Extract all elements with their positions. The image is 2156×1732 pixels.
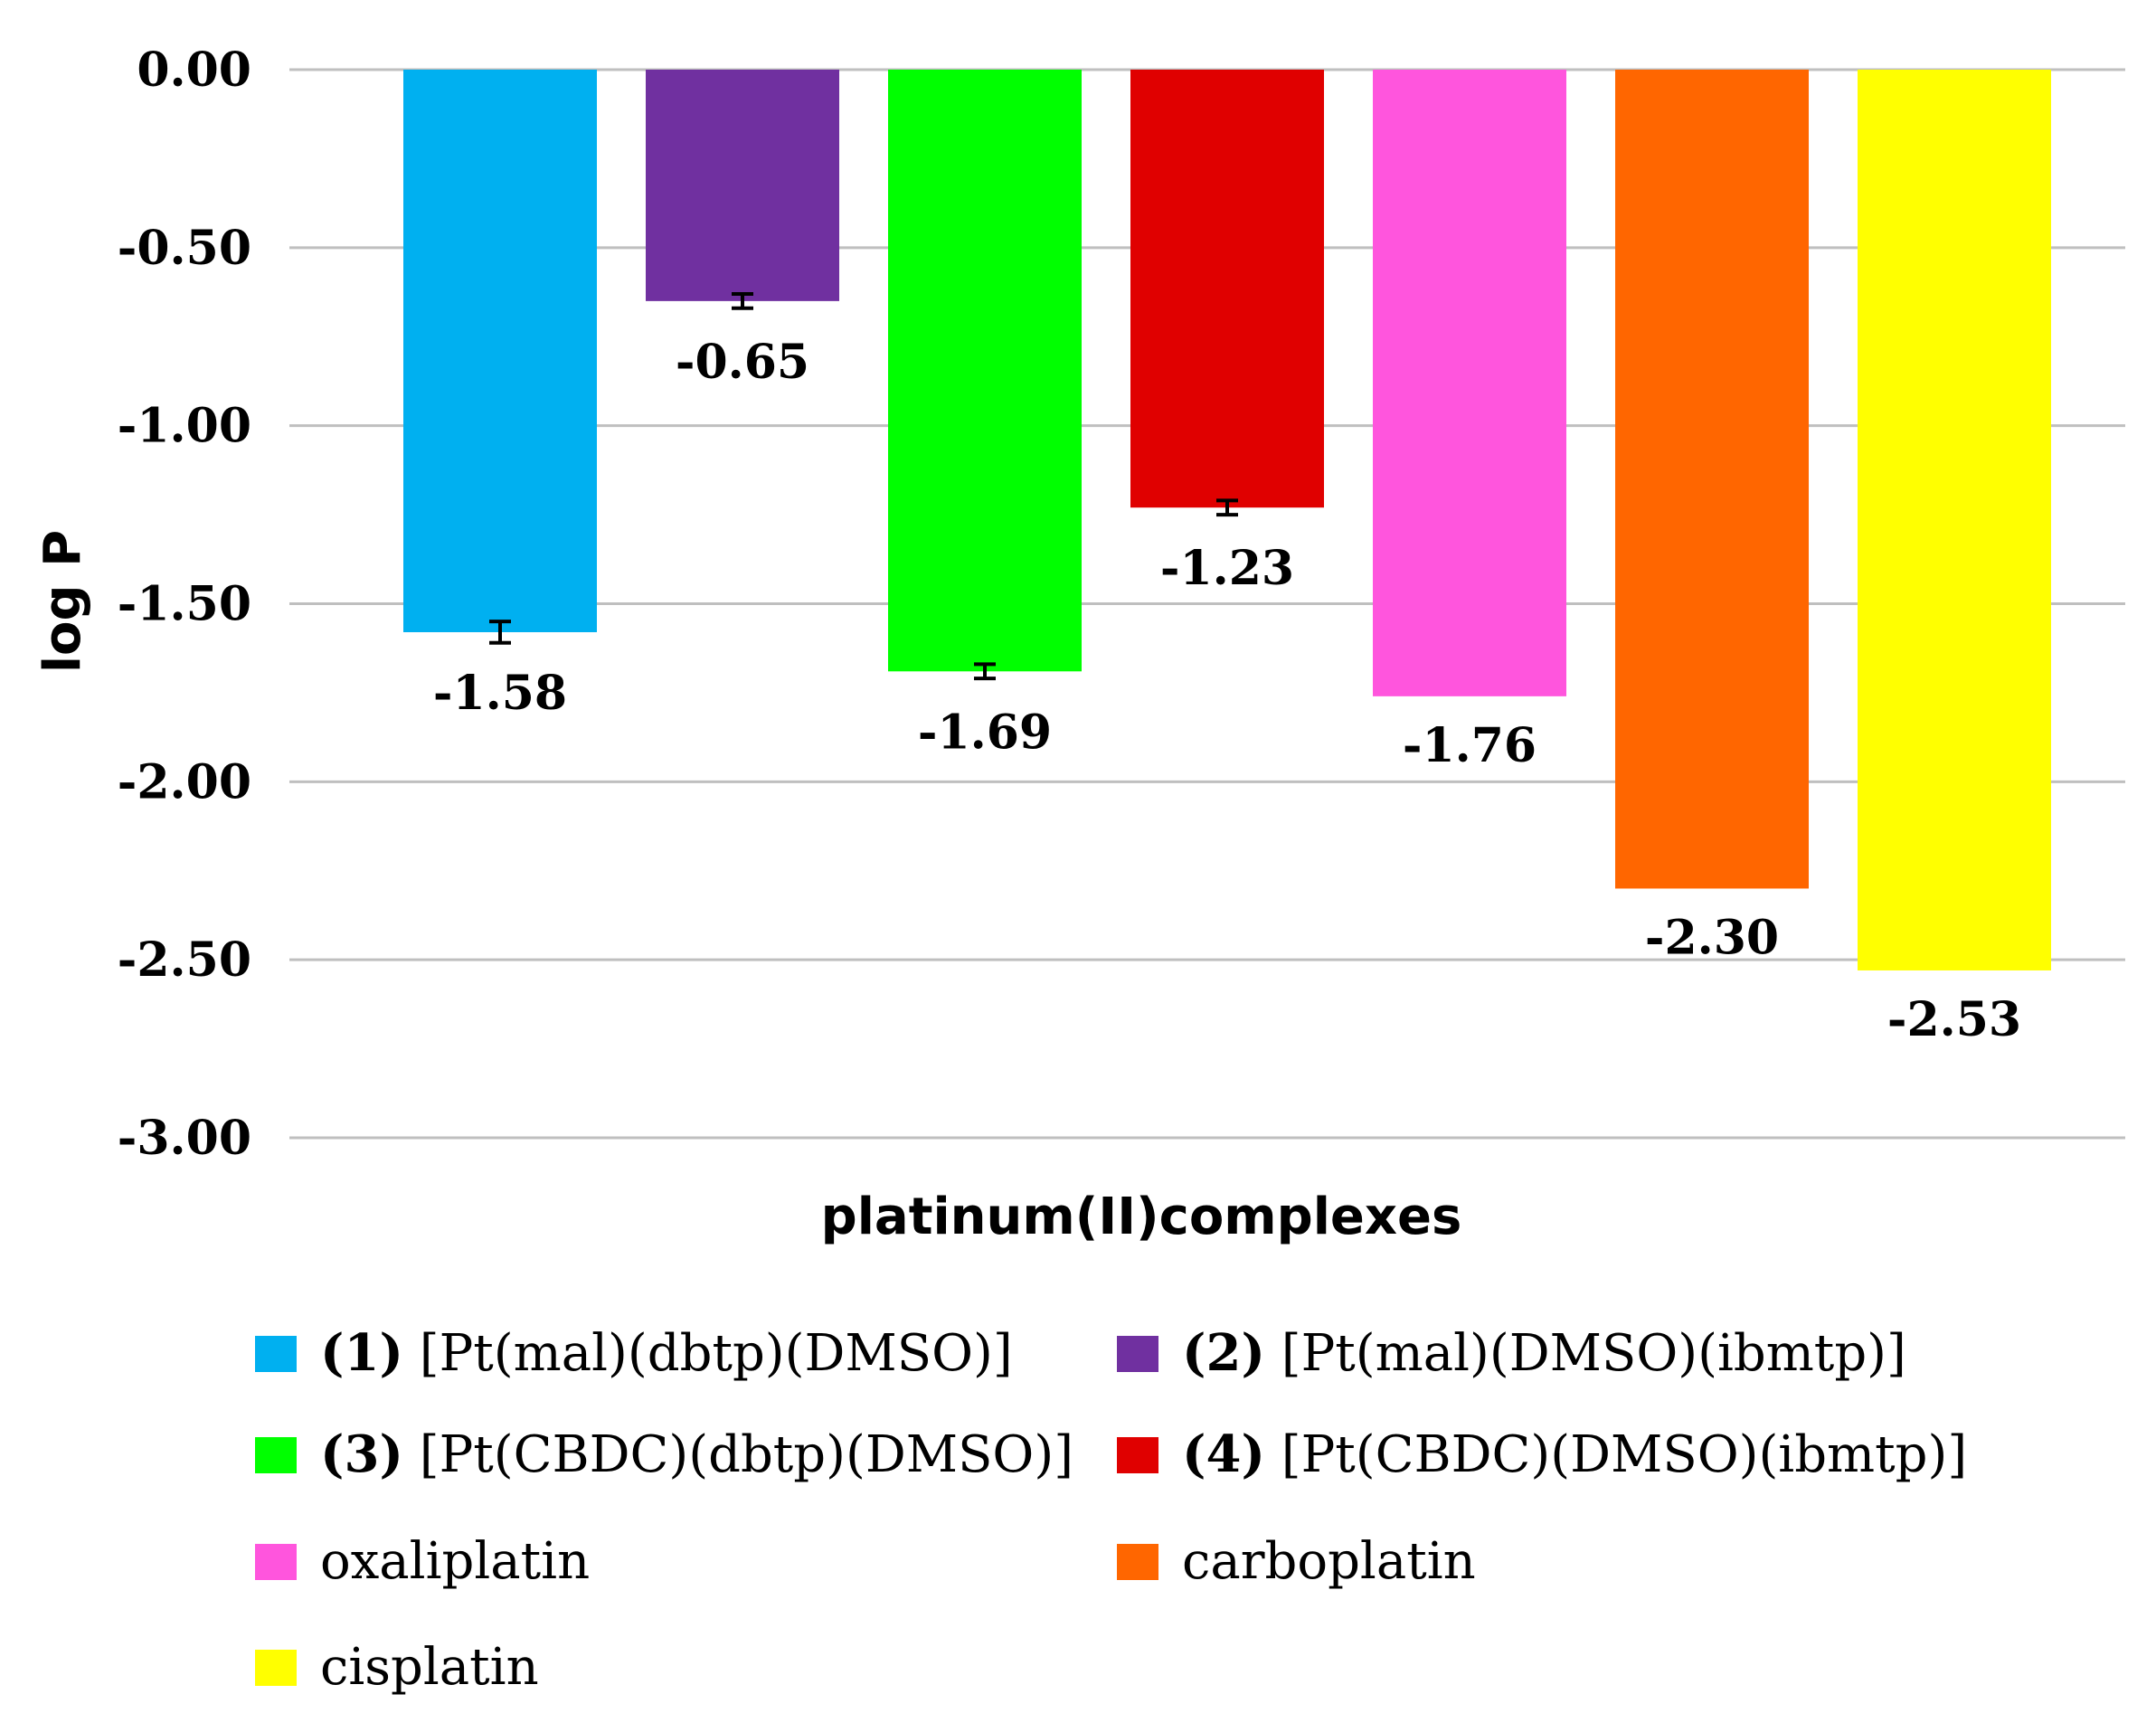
bar	[646, 70, 839, 301]
legend-label: (1) [Pt(mal)(dbtp)(DMSO)]	[320, 1323, 1013, 1383]
legend-item: oxaliplatin	[255, 1532, 590, 1591]
legend-label: (3) [Pt(CBDC)(dbtp)(DMSO)]	[320, 1424, 1073, 1484]
y-tick-label: -2.00	[118, 754, 251, 809]
data-label: -1.76	[1403, 718, 1537, 773]
error-bar	[1216, 498, 1238, 517]
legend-text: cisplatin	[320, 1638, 539, 1697]
legend-item: (1) [Pt(mal)(dbtp)(DMSO)]	[255, 1323, 1013, 1383]
y-tick-label: -1.00	[118, 399, 251, 454]
legend-text: [Pt(mal)(dbtp)(DMSO)]	[403, 1324, 1013, 1383]
y-axis-ticks: 0.00 -0.50 -1.00 -1.50 -2.00 -2.50 -3.00	[118, 43, 251, 1166]
data-label: -0.65	[676, 335, 809, 390]
legend-number: (1)	[320, 1323, 403, 1383]
bar	[403, 70, 597, 632]
legend-swatch	[1117, 1437, 1158, 1473]
data-label: -1.69	[918, 705, 1052, 760]
legend: (1) [Pt(mal)(dbtp)(DMSO)] (2) [Pt(mal)(DM…	[255, 1323, 1967, 1697]
legend-item: (4) [Pt(CBDC)(DMSO)(ibmtp)]	[1117, 1424, 1967, 1484]
data-label: -1.58	[433, 666, 567, 721]
legend-item: carboplatin	[1117, 1532, 1476, 1591]
legend-swatch	[255, 1336, 297, 1372]
y-axis-title: log P	[33, 530, 92, 673]
legend-swatch	[1117, 1544, 1158, 1580]
legend-text: oxaliplatin	[320, 1532, 590, 1591]
legend-swatch	[1117, 1336, 1158, 1372]
bars	[403, 70, 2051, 970]
data-label: -2.53	[1887, 992, 2021, 1047]
legend-swatch	[255, 1437, 297, 1473]
legend-number: (4)	[1182, 1424, 1265, 1484]
legend-number: (3)	[320, 1424, 403, 1484]
legend-text: [Pt(CBDC)(DMSO)(ibmtp)]	[1265, 1425, 1967, 1484]
data-label: -1.23	[1160, 541, 1294, 596]
data-labels: -1.58 -0.65 -1.69 -1.23 -1.76 -2.30 -2.53	[433, 335, 2021, 1047]
legend-text: carboplatin	[1182, 1532, 1476, 1591]
legend-number: (2)	[1182, 1323, 1265, 1383]
data-label: -2.30	[1645, 910, 1779, 965]
y-tick-label: -2.50	[118, 932, 251, 988]
y-tick-label: -1.50	[118, 577, 251, 632]
y-tick-label: -0.50	[118, 221, 251, 276]
bar	[1615, 70, 1809, 889]
bar	[1858, 70, 2051, 970]
error-bars	[489, 292, 1238, 681]
bar	[1130, 70, 1324, 508]
y-tick-label: 0.00	[137, 43, 251, 98]
legend-label: carboplatin	[1182, 1532, 1476, 1591]
legend-text: [Pt(CBDC)(dbtp)(DMSO)]	[403, 1425, 1073, 1484]
y-tick-label: -3.00	[118, 1111, 251, 1166]
error-bar	[489, 620, 511, 645]
legend-text: [Pt(mal)(DMSO)(ibmtp)]	[1265, 1324, 1906, 1383]
bar	[1373, 70, 1566, 696]
legend-item: cisplatin	[255, 1638, 539, 1697]
legend-item: (2) [Pt(mal)(DMSO)(ibmtp)]	[1117, 1323, 1906, 1383]
x-axis-title: platinum(II)complexes	[821, 1188, 1462, 1246]
bar	[888, 70, 1082, 672]
legend-label: oxaliplatin	[320, 1532, 590, 1591]
legend-label: (4) [Pt(CBDC)(DMSO)(ibmtp)]	[1182, 1424, 1967, 1484]
legend-swatch	[255, 1650, 297, 1686]
legend-label: (2) [Pt(mal)(DMSO)(ibmtp)]	[1182, 1323, 1906, 1383]
legend-item: (3) [Pt(CBDC)(dbtp)(DMSO)]	[255, 1424, 1073, 1484]
legend-swatch	[255, 1544, 297, 1580]
error-bar	[974, 662, 996, 681]
legend-label: cisplatin	[320, 1638, 539, 1697]
error-bar	[732, 292, 753, 310]
